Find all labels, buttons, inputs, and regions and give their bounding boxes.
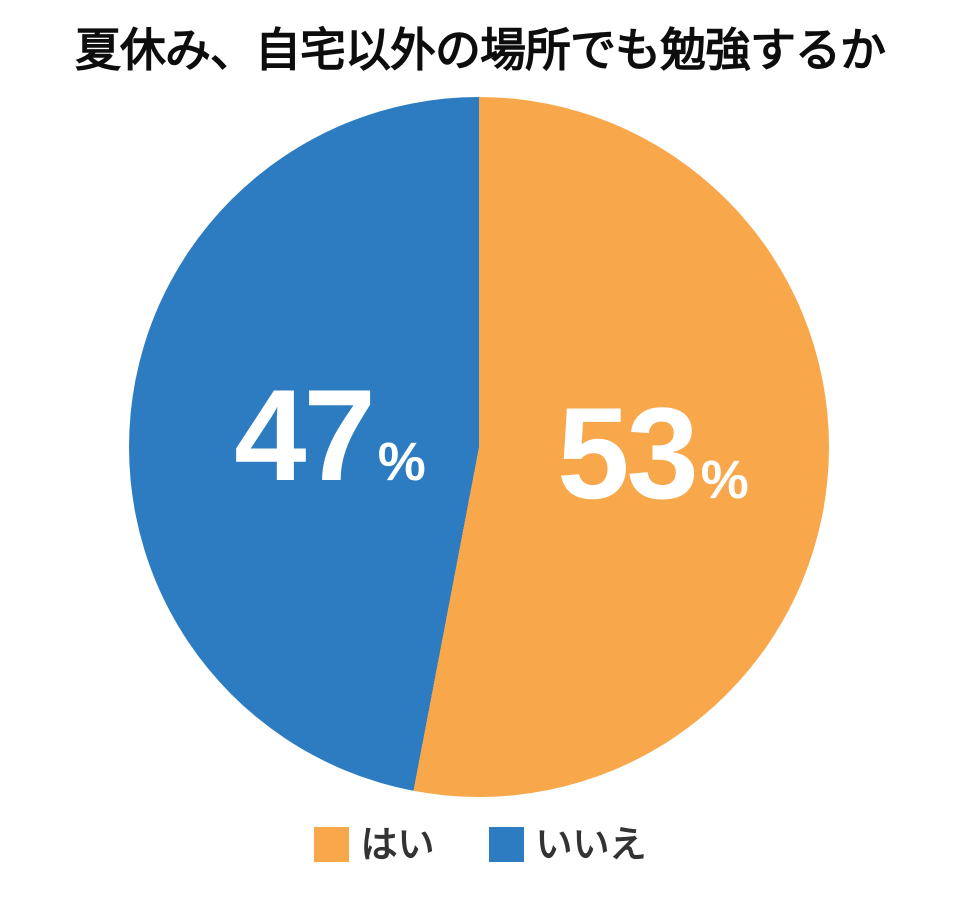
legend-item-yes: はい	[313, 824, 435, 865]
percent-sign-no: %	[377, 432, 426, 492]
percent-sign-yes: %	[700, 450, 749, 510]
legend-item-no: いいえ	[488, 824, 647, 865]
legend-swatch-yes	[313, 827, 349, 862]
slice-value-yes: 53	[557, 380, 699, 526]
pie-chart: 47 % 53 %	[129, 97, 829, 797]
legend-swatch-no	[488, 827, 524, 862]
chart-title: 夏休み、自宅以外の場所でも勉強するか	[75, 24, 886, 76]
legend-label-yes: はい	[360, 824, 435, 865]
legend-label-no: いいえ	[535, 824, 647, 865]
legend: はい いいえ	[0, 826, 960, 863]
slice-label-yes: 53 %	[557, 388, 749, 518]
slice-label-no: 47 %	[234, 370, 426, 500]
slice-value-no: 47	[234, 362, 376, 508]
